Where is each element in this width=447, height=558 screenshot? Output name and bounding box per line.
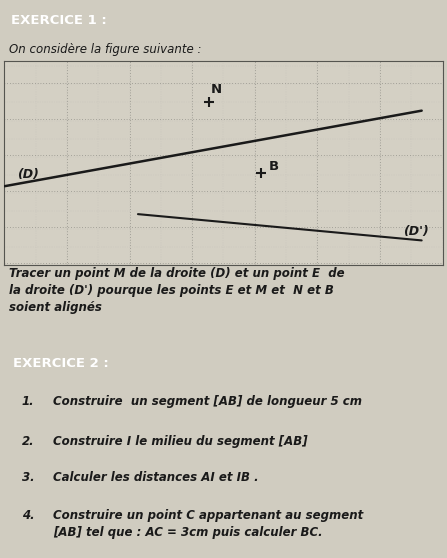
Text: EXERCICE 2 :: EXERCICE 2 : xyxy=(13,357,109,370)
Text: Tracer un point M de la droite (D) et un point E  de
la droite (D') pourque les : Tracer un point M de la droite (D) et un… xyxy=(9,267,345,314)
Text: Calculer les distances AI et IB .: Calculer les distances AI et IB . xyxy=(53,471,258,484)
Text: Construire  un segment [AB] de longueur 5 cm: Construire un segment [AB] de longueur 5… xyxy=(53,395,362,408)
Text: B: B xyxy=(269,160,278,173)
Text: (D'): (D') xyxy=(403,225,429,238)
Text: 2.: 2. xyxy=(22,435,34,448)
Text: On considère la figure suivante :: On considère la figure suivante : xyxy=(9,42,202,56)
Text: 4.: 4. xyxy=(22,509,34,522)
Text: Construire I le milieu du segment [AB]: Construire I le milieu du segment [AB] xyxy=(53,435,307,448)
Text: 3.: 3. xyxy=(22,471,34,484)
Text: Construire un point C appartenant au segment
[AB] tel que : AC = 3cm puis calcul: Construire un point C appartenant au seg… xyxy=(53,509,363,539)
Text: N: N xyxy=(211,83,222,96)
Text: (D): (D) xyxy=(17,168,39,181)
Text: EXERCICE 1 :: EXERCICE 1 : xyxy=(11,15,107,27)
Text: 1.: 1. xyxy=(22,395,34,408)
